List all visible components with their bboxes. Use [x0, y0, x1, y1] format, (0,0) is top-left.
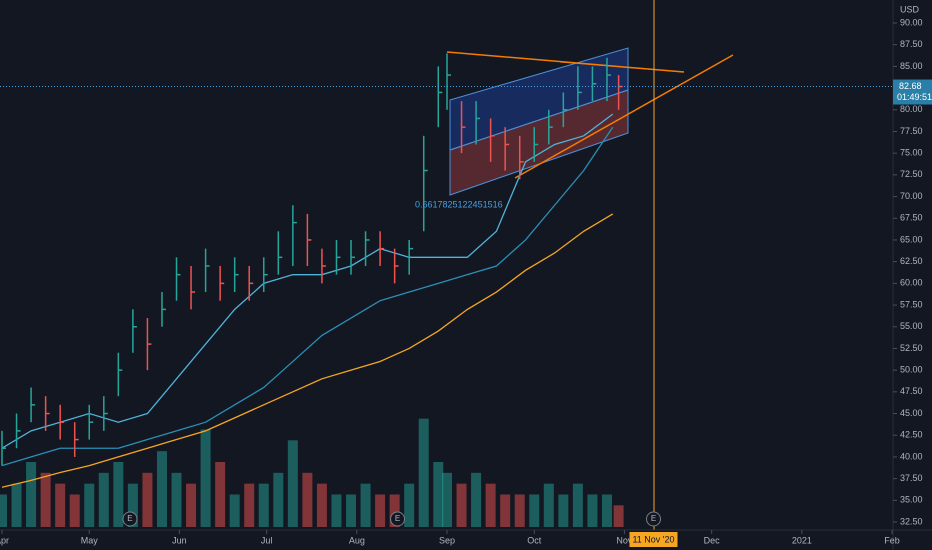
- volume-bar: [529, 494, 540, 527]
- y-tick-label: 77.50: [900, 126, 923, 136]
- volume-bar: [404, 483, 415, 527]
- y-tick-label: 65.00: [900, 234, 923, 244]
- x-tick-label: Feb: [884, 535, 900, 545]
- channel-lower: [449, 89, 629, 196]
- y-tick-label: 42.50: [900, 430, 923, 440]
- volume-bar: [485, 483, 496, 527]
- y-tick-label: 50.00: [900, 365, 923, 375]
- volume-bar: [456, 483, 467, 527]
- x-tick-label: Nov: [616, 535, 633, 545]
- volume-bar: [142, 472, 153, 527]
- volume-bar: [360, 483, 371, 527]
- y-tick-label: 90.00: [900, 17, 923, 27]
- volume-bar: [98, 472, 109, 527]
- y-tick-label: 87.50: [900, 39, 923, 49]
- earnings-marker: [646, 511, 662, 527]
- countdown: 01:49:51: [897, 92, 932, 102]
- currency: USD: [900, 4, 920, 14]
- x-tick-label: 2021: [792, 535, 812, 545]
- volume-bar: [442, 472, 452, 527]
- volume-bar: [543, 483, 554, 527]
- volume-bar: [287, 440, 298, 527]
- volume-bar: [302, 472, 313, 527]
- volume-bar: [587, 494, 598, 527]
- volume-bar: [244, 483, 255, 527]
- moving-average: [1, 126, 614, 467]
- volume-bar: [375, 494, 386, 527]
- volume-bar: [127, 483, 138, 527]
- plot-area: [0, 0, 893, 530]
- volume-bar: [500, 494, 511, 527]
- volume-bar: [346, 494, 357, 527]
- volume-bar: [55, 483, 66, 527]
- volume-bar: [514, 494, 525, 527]
- volume-bar: [200, 429, 211, 527]
- volume-bar: [433, 462, 444, 527]
- volume-bar: [84, 483, 95, 527]
- last-price-box: [893, 79, 932, 105]
- volume-bar: [186, 483, 197, 527]
- volume-bar: [171, 472, 182, 527]
- annotation: 0.6617825122451516: [415, 199, 503, 209]
- volume-bar: [471, 472, 482, 527]
- volume-bar: [229, 494, 240, 527]
- earnings-marker: [122, 511, 138, 527]
- volume-bar: [273, 472, 284, 527]
- volume-bar: [156, 451, 167, 527]
- y-tick-label: 55.00: [900, 321, 923, 331]
- volume-bar: [418, 418, 429, 527]
- volume-bar: [558, 494, 569, 527]
- earnings-label: E: [651, 514, 656, 523]
- y-tick-label: 40.00: [900, 451, 923, 461]
- y-tick-label: 52.50: [900, 343, 923, 353]
- y-tick-label: 32.50: [900, 516, 923, 526]
- volume-bar: [613, 505, 624, 527]
- volume-bar: [601, 494, 612, 527]
- earnings-label: E: [127, 514, 132, 523]
- volume-bar: [113, 462, 124, 527]
- volume-bar: [11, 483, 22, 527]
- volume-bar: [0, 494, 7, 527]
- volume-bar: [572, 483, 583, 527]
- x-tick-label: Jun: [172, 535, 187, 545]
- y-tick-label: 62.50: [900, 256, 923, 266]
- cursor-box: [629, 532, 678, 547]
- y-tick-label: 57.50: [900, 299, 923, 309]
- moving-average: [1, 213, 614, 488]
- volume-bar: [69, 494, 80, 527]
- volume-bar: [26, 462, 37, 527]
- y-tick-label: 80.00: [900, 104, 923, 114]
- y-tick-label: 75.00: [900, 148, 923, 158]
- volume-bar: [258, 483, 269, 527]
- y-tick-label: 67.50: [900, 213, 923, 223]
- y-tick-label: 85.00: [900, 61, 923, 71]
- x-tick-label: Apr: [0, 535, 9, 545]
- y-tick-label: 60.00: [900, 278, 923, 288]
- volume-bar: [40, 472, 51, 527]
- y-tick-label: 70.00: [900, 191, 923, 201]
- y-tick-label: 37.50: [900, 473, 923, 483]
- volume-bar: [316, 483, 327, 527]
- earnings-marker: [390, 511, 406, 527]
- y-tick-label: 47.50: [900, 386, 923, 396]
- last-price-label: 82.68: [899, 81, 922, 91]
- volume-bar: [215, 462, 226, 527]
- trend-line: [514, 54, 734, 179]
- cursor-label: 11 Nov '20: [632, 534, 674, 544]
- y-tick-label: 72.50: [900, 169, 923, 179]
- x-tick-label: Dec: [704, 535, 721, 545]
- x-tick-label: Jul: [261, 535, 273, 545]
- trend-line: [559, 61, 685, 73]
- x-tick-label: May: [81, 535, 99, 545]
- x-tick-label: Oct: [527, 535, 542, 545]
- y-tick-label: 35.00: [900, 495, 923, 505]
- volume-bar: [331, 494, 342, 527]
- x-tick-label: Sep: [439, 535, 455, 545]
- x-tick-label: Aug: [349, 535, 365, 545]
- earnings-label: E: [395, 514, 400, 523]
- volume-bar: [389, 494, 400, 527]
- y-tick-label: 45.00: [900, 408, 923, 418]
